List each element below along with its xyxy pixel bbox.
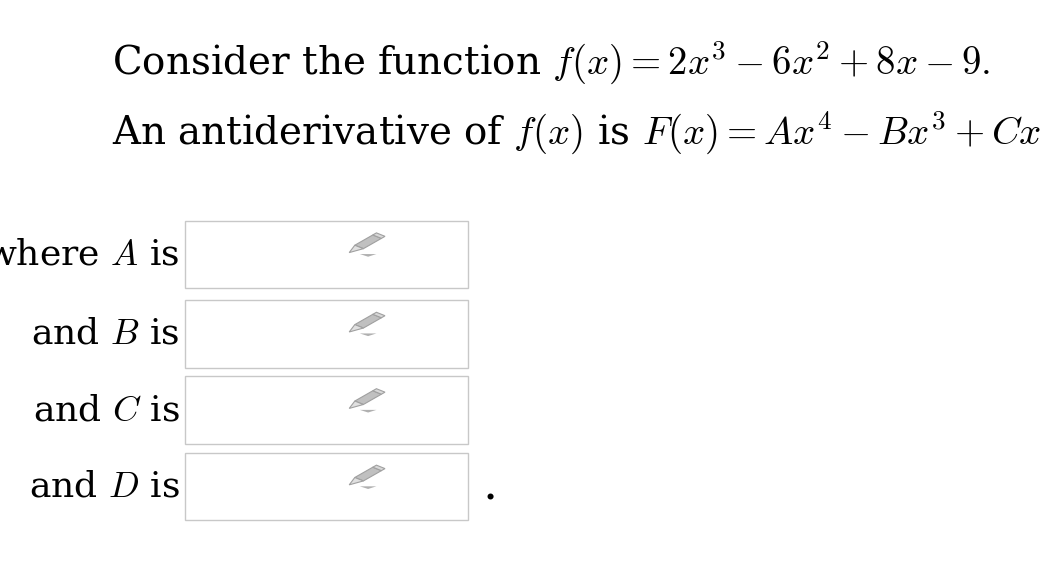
Polygon shape [349, 477, 363, 485]
Polygon shape [373, 312, 385, 318]
Polygon shape [355, 235, 381, 249]
Polygon shape [373, 389, 385, 394]
Polygon shape [373, 233, 385, 238]
Text: An antiderivative of $\mathit{f}(x)$ is $\mathit{F}(x) = \mathit{A}x^4 - \mathit: An antiderivative of $\mathit{f}(x)$ is … [113, 108, 1044, 156]
Polygon shape [360, 486, 377, 489]
Polygon shape [360, 254, 377, 257]
Text: and $\mathit{C}$ is: and $\mathit{C}$ is [32, 393, 180, 427]
Bar [185, 220, 469, 288]
Polygon shape [349, 325, 363, 332]
Polygon shape [349, 245, 363, 253]
Bar [185, 300, 469, 368]
Text: where $\mathit{A}$ is: where $\mathit{A}$ is [0, 238, 180, 271]
Polygon shape [373, 465, 385, 470]
Polygon shape [355, 391, 381, 405]
Polygon shape [355, 467, 381, 481]
Polygon shape [349, 401, 363, 409]
Text: .: . [482, 464, 497, 509]
Text: and $\mathit{B}$ is: and $\mathit{B}$ is [31, 317, 180, 350]
Polygon shape [355, 315, 381, 328]
Bar [185, 453, 469, 520]
Text: and $\mathit{D}$ is: and $\mathit{D}$ is [28, 470, 180, 503]
Text: Consider the function $\mathit{f}(x) = 2x^3 - 6x^2 + 8x - 9.$: Consider the function $\mathit{f}(x) = 2… [113, 38, 991, 86]
Polygon shape [360, 333, 377, 336]
Polygon shape [360, 410, 377, 413]
Bar [185, 376, 469, 444]
